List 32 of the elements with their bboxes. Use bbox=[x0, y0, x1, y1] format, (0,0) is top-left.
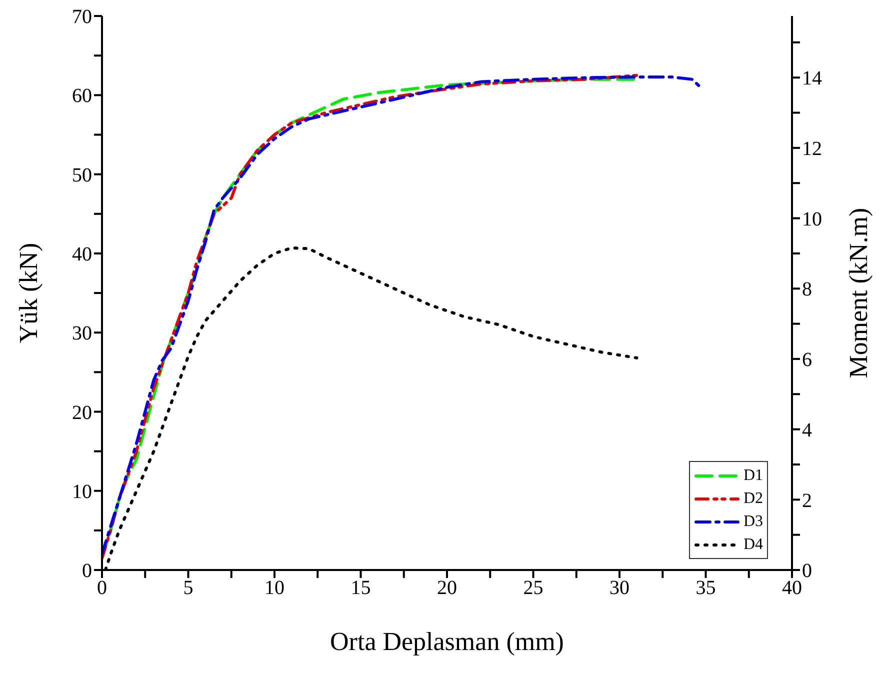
y-tick-label: 20 bbox=[72, 402, 92, 424]
x-axis-title: Orta Deplasman (mm) bbox=[330, 627, 564, 656]
x-tick-label: 15 bbox=[350, 577, 371, 600]
x-tick-label: 35 bbox=[696, 577, 716, 600]
y2-tick-label: 0 bbox=[802, 560, 812, 582]
y-tick-label: 30 bbox=[72, 322, 92, 345]
legend-label: D3 bbox=[743, 512, 763, 530]
legend-label: D2 bbox=[743, 490, 763, 508]
y-tick-label: 50 bbox=[72, 164, 92, 186]
y2-tick-label: 6 bbox=[802, 349, 812, 372]
y-tick-label: 0 bbox=[82, 560, 92, 582]
y-tick-label: 60 bbox=[72, 85, 92, 108]
x-tick-label: 0 bbox=[97, 577, 107, 600]
y2-tick-label: 14 bbox=[802, 68, 822, 90]
legend-label: D4 bbox=[743, 536, 763, 554]
y-tick-label: 10 bbox=[72, 480, 92, 503]
x-tick-label: 20 bbox=[437, 577, 457, 600]
x-tick-label: 10 bbox=[264, 577, 284, 600]
legend-label: D1 bbox=[743, 466, 763, 484]
y2-axis-title: Moment (kN.m) bbox=[844, 208, 874, 378]
y2-tick-label: 10 bbox=[802, 208, 822, 230]
x-tick-label: 25 bbox=[523, 577, 544, 600]
y2-tick-label: 12 bbox=[802, 138, 822, 160]
y-tick-label: 70 bbox=[72, 6, 92, 28]
y-tick-label: 40 bbox=[72, 244, 92, 266]
x-tick-label: 30 bbox=[610, 577, 630, 600]
y2-tick-label: 2 bbox=[802, 490, 812, 512]
x-tick-label: 40 bbox=[782, 577, 802, 600]
y2-tick-label: 8 bbox=[802, 278, 812, 301]
y2-tick-label: 4 bbox=[802, 419, 812, 442]
x-tick-label: 5 bbox=[183, 577, 194, 600]
y-axis-title: Yük (kN) bbox=[14, 242, 44, 344]
